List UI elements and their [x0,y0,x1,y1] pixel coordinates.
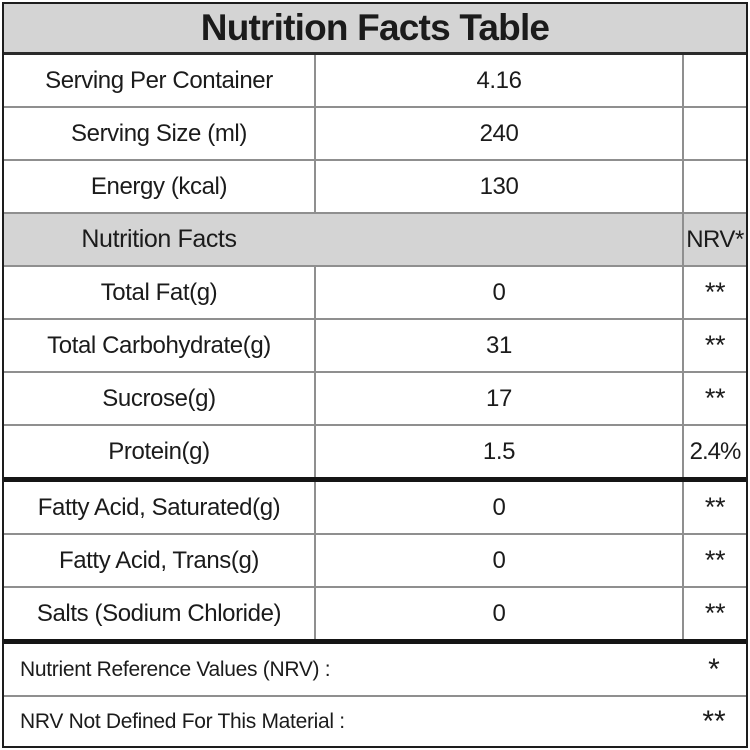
table-row-salts: Salts (Sodium Chloride) 0 ** [4,588,746,644]
table-title: Nutrition Facts Table [4,4,746,55]
row-nrv: ** [682,588,746,639]
footnote-symbol: ** [702,704,726,738]
footnote-nrv-definition: Nutrient Reference Values (NRV) : * [4,644,746,697]
nrv-column-header: NRV* [682,214,746,265]
row-label: Energy (kcal) [90,172,228,200]
footnote-label: NRV Not Defined For This Material : [20,709,345,733]
footnote-nrv-not-defined: NRV Not Defined For This Material : ** [4,697,746,746]
row-label: Total Fat(g) [100,278,218,306]
row-nrv [682,108,746,159]
row-nrv: ** [682,320,746,371]
table-row-sucrose: Sucrose(g) 17 ** [4,373,746,426]
table-row-total-carbohydrate: Total Carbohydrate(g) 31 ** [4,320,746,373]
row-label: Sucrose(g) [102,384,216,412]
row-nrv [682,55,746,106]
table-row-serving-per-container: Serving Per Container 4.16 [4,55,746,108]
row-value: 31 [314,320,682,371]
row-nrv: ** [682,373,746,424]
row-label: Serving Size (ml) [71,119,247,147]
section-header-text: Nutrition Facts [81,225,237,253]
row-label: Salts (Sodium Chloride) [36,599,282,627]
section-header-label: Nutrition Facts [4,214,682,265]
row-value: 17 [314,373,682,424]
row-nrv: 2.4% [682,426,746,477]
row-value: 4.16 [314,55,682,106]
footnote-symbol: * [708,652,720,686]
table-row-serving-size: Serving Size (ml) 240 [4,108,746,161]
row-label: Serving Per Container [45,66,273,94]
table-row-fatty-acid-saturated: Fatty Acid, Saturated(g) 0 ** [4,482,746,535]
row-nrv: ** [682,535,746,586]
row-label: Total Carbohydrate(g) [47,331,271,359]
row-value: 0 [314,267,682,318]
table-row-protein: Protein(g) 1.5 2.4% [4,426,746,482]
row-value: 0 [314,482,682,533]
row-nrv [682,161,746,212]
row-label: Fatty Acid, Saturated(g) [37,493,281,521]
table-row-energy: Energy (kcal) 130 [4,161,746,214]
row-value: 0 [314,588,682,639]
row-nrv: ** [682,482,746,533]
row-label: Fatty Acid, Trans(g) [58,546,260,574]
row-nrv: ** [682,267,746,318]
table-row-fatty-acid-trans: Fatty Acid, Trans(g) 0 ** [4,535,746,588]
row-value: 0 [314,535,682,586]
row-value: 240 [314,108,682,159]
row-label: Protein(g) [108,437,210,465]
table-row-total-fat: Total Fat(g) 0 ** [4,267,746,320]
section-header-row: Nutrition Facts NRV* [4,214,746,267]
footnote-label: Nutrient Reference Values (NRV) : [20,657,331,681]
row-value: 1.5 [314,426,682,477]
row-value: 130 [314,161,682,212]
